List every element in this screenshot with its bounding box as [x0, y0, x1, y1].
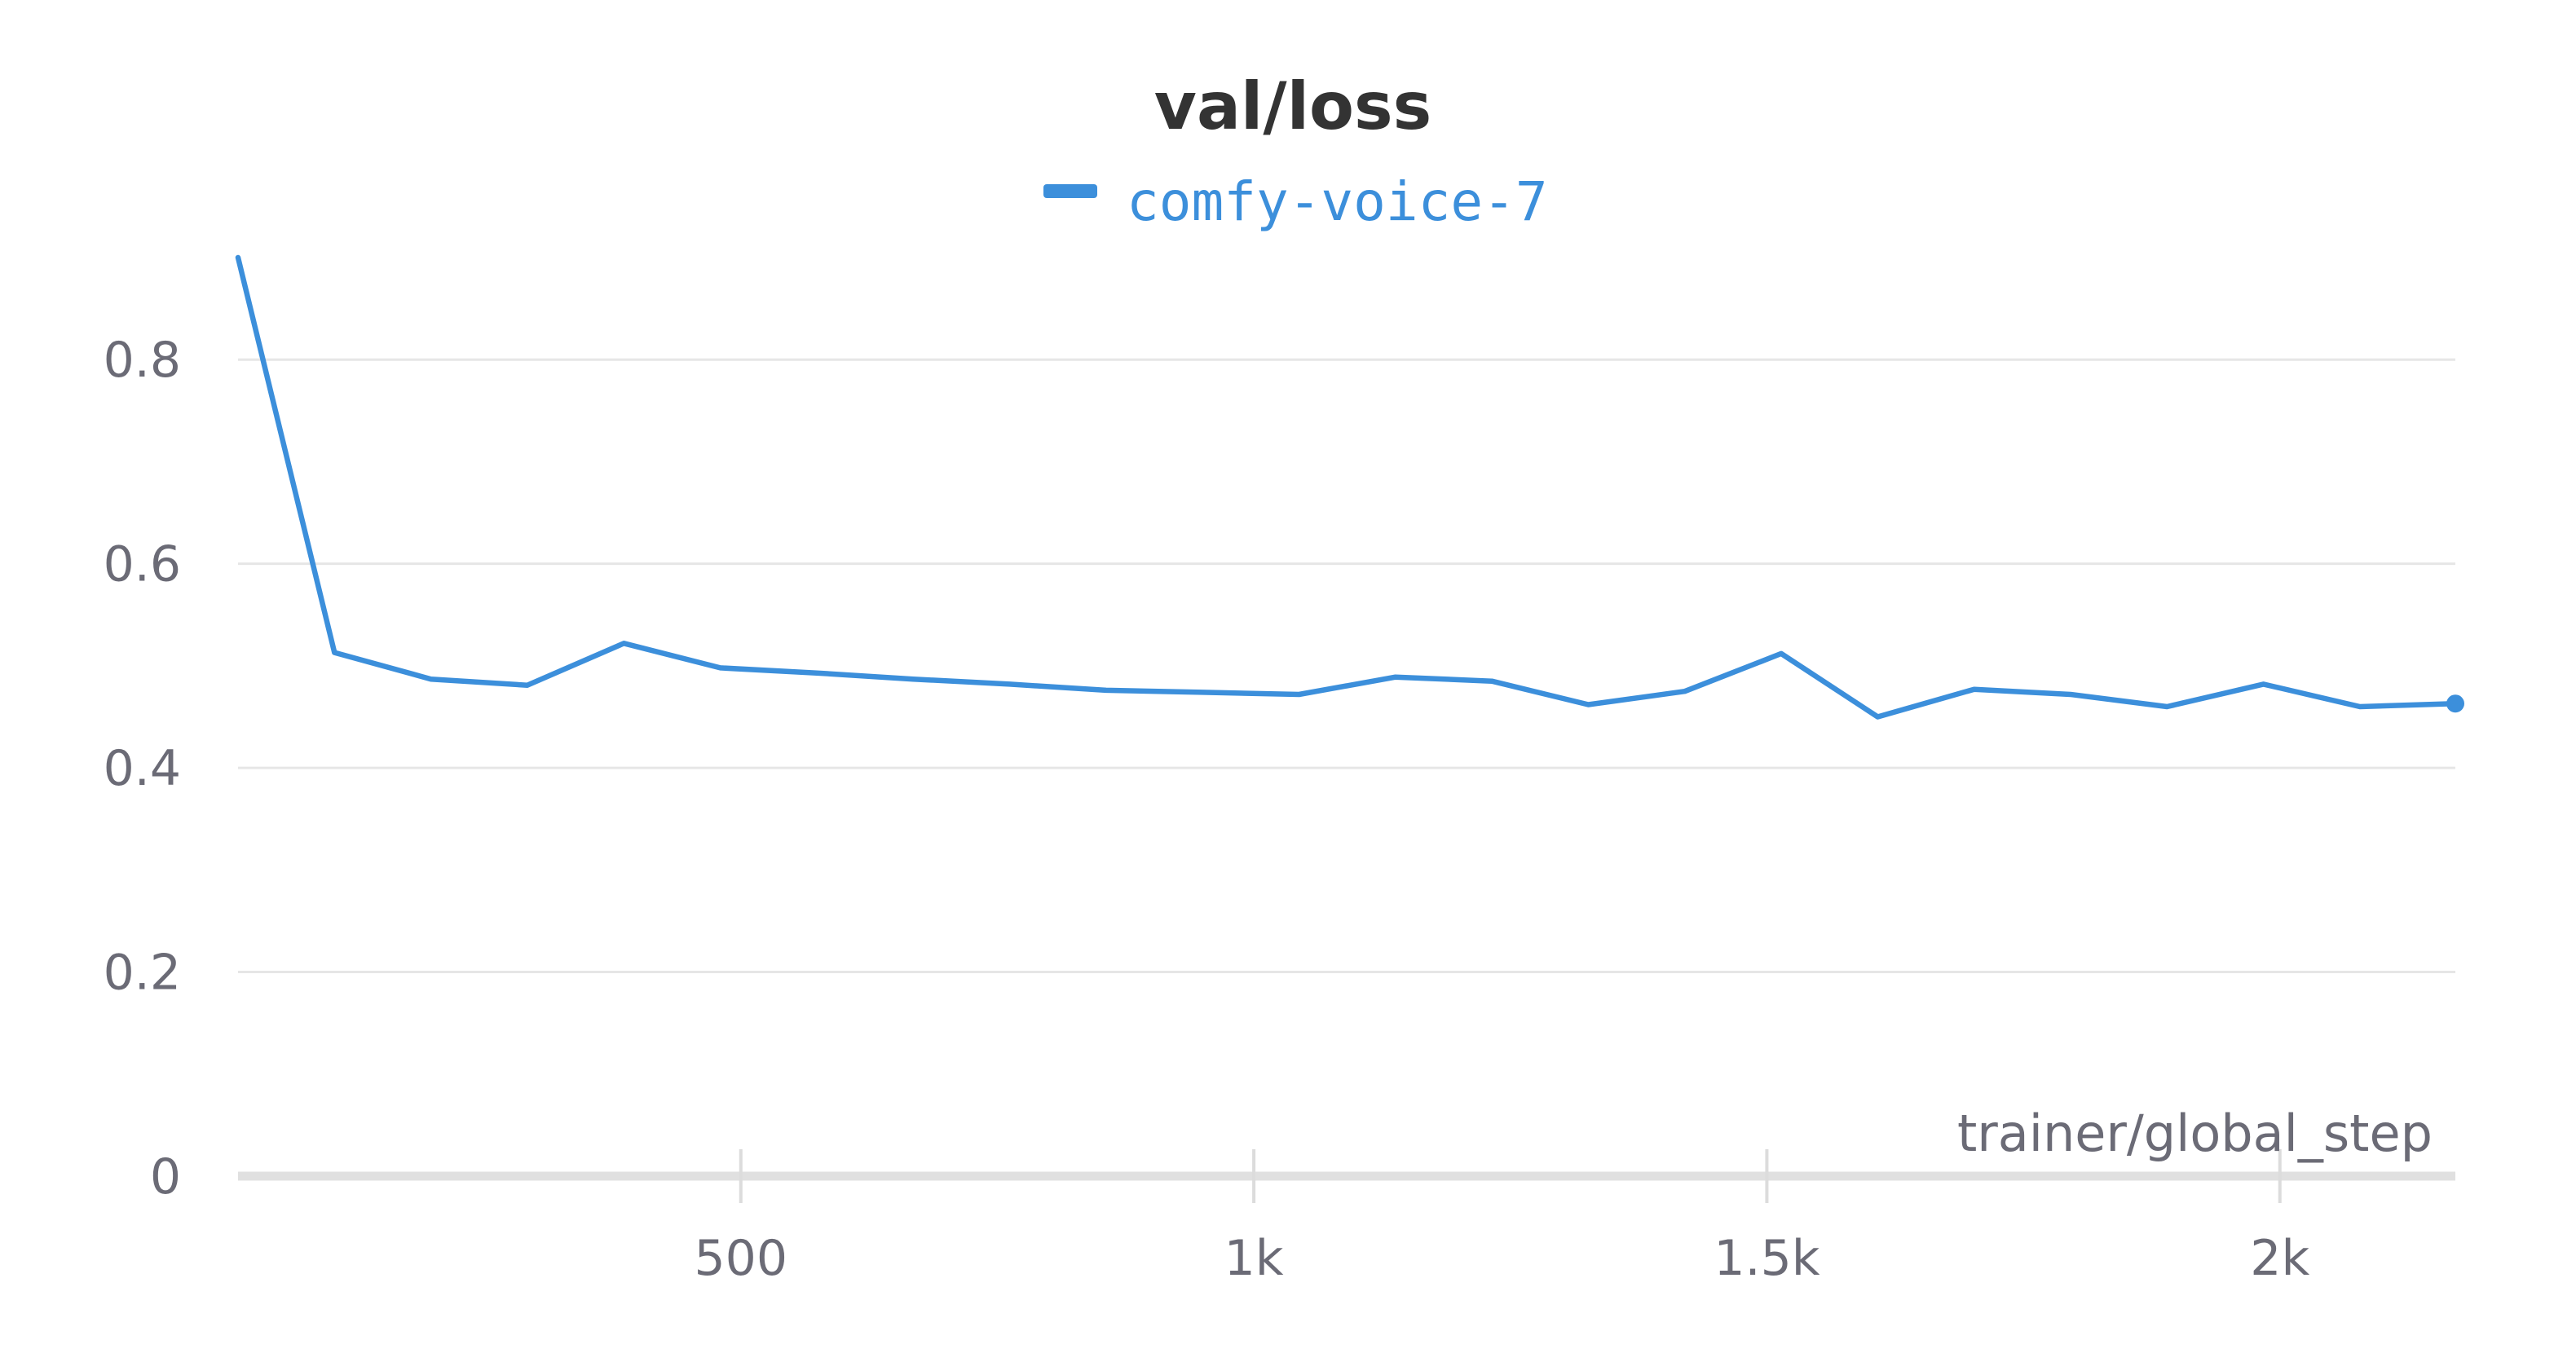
legend: comfy-voice-7: [1043, 170, 1548, 233]
legend-series-label: comfy-voice-7: [1127, 170, 1548, 233]
y-tick-label: 0.2: [104, 945, 181, 1002]
y-tick-label: 0.6: [104, 536, 181, 593]
series-line-0: [235, 254, 2459, 720]
y-tick-label: 0: [150, 1148, 181, 1205]
series-layer: [235, 254, 2464, 720]
y-tick-label: 0.4: [104, 740, 181, 797]
grid: [238, 358, 2455, 974]
x-tick-label: 1.5k: [1714, 1230, 1820, 1287]
y-tick-label: 0.8: [104, 332, 181, 389]
y-axis: 0 0.2 0.4 0.6 0.8: [104, 332, 181, 1205]
series-end-point: [2446, 694, 2464, 713]
x-tick-label: 2k: [2250, 1230, 2309, 1287]
legend-swatch: [1043, 184, 1097, 198]
x-tick-label: 500: [694, 1230, 787, 1287]
x-tick-label: 1k: [1224, 1230, 1284, 1287]
x-axis: 500 1k 1.5k 2k: [694, 1149, 2309, 1287]
chart-title: val/loss: [1154, 68, 1431, 144]
x-axis-label: trainer/global_step: [1957, 1104, 2433, 1163]
